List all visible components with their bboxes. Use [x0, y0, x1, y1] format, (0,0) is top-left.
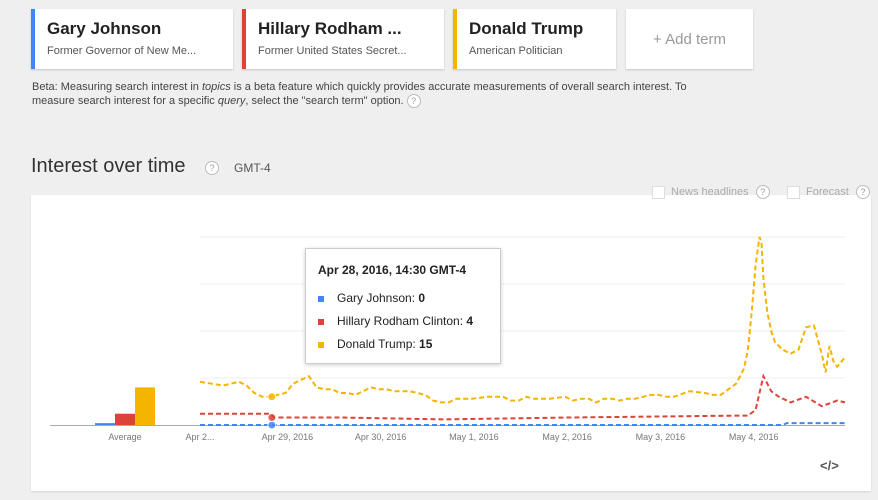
series-swatch	[318, 295, 324, 302]
term-color-bar	[242, 9, 246, 69]
news-headlines-toggle[interactable]: News headlines ?	[652, 185, 770, 199]
timezone-label: GMT-4	[234, 161, 271, 175]
help-icon[interactable]: ?	[855, 185, 870, 199]
beta-text-1: Beta: Measuring search interest in	[32, 81, 202, 93]
beta-text-2: is a beta feature which quickly provides…	[32, 81, 687, 107]
chart-tooltip: Apr 28, 2016, 14:30 GMT-4 Gary Johnson: …	[305, 248, 501, 364]
news-headlines-label: News headlines	[671, 185, 749, 198]
tooltip-series-value: 0	[418, 291, 426, 305]
term-card-donald-trump[interactable]: Donald Trump American Politician	[453, 9, 616, 69]
term-title: Donald Trump	[469, 19, 584, 38]
tooltip-row: Donald Trump: 15	[318, 337, 432, 351]
series-swatch	[318, 341, 324, 348]
tooltip-series-name: Gary Johnson	[337, 291, 412, 305]
tooltip-row: Gary Johnson: 0	[318, 291, 425, 305]
add-term-button[interactable]: + Add term	[626, 9, 753, 69]
beta-em-query: query	[217, 95, 246, 107]
term-title: Gary Johnson	[47, 19, 162, 38]
term-color-bar	[453, 9, 457, 69]
term-card-gary-johnson[interactable]: Gary Johnson Former Governor of New Me..…	[31, 9, 233, 69]
tooltip-series-name: Hillary Rodham Clinton	[337, 314, 460, 328]
term-subtitle: Former United States Secret...	[258, 45, 407, 57]
tooltip-row: Hillary Rodham Clinton: 4	[318, 314, 473, 328]
term-card-hillary-clinton[interactable]: Hillary Rodham ... Former United States …	[242, 9, 444, 69]
term-subtitle: Former Governor of New Me...	[47, 45, 197, 57]
checkbox-icon[interactable]	[652, 185, 665, 199]
embed-code-button[interactable]: </>	[820, 458, 839, 473]
help-icon[interactable]: ?	[406, 94, 421, 109]
section-title: Interest over time	[31, 155, 186, 177]
beta-note: Beta: Measuring search interest in topic…	[32, 80, 712, 109]
term-title: Hillary Rodham ...	[258, 19, 402, 38]
term-subtitle: American Politician	[469, 45, 563, 57]
term-color-bar	[31, 9, 35, 69]
forecast-label: Forecast	[806, 185, 849, 198]
help-icon[interactable]: ?	[205, 161, 219, 175]
help-icon[interactable]: ?	[755, 185, 770, 199]
tooltip-series-value: 15	[419, 337, 433, 351]
beta-em-topics: topics	[201, 81, 231, 93]
tooltip-series-value: 4	[466, 314, 474, 328]
forecast-toggle[interactable]: Forecast ?	[787, 185, 870, 199]
beta-text-3: , select the "search term" option.	[245, 95, 404, 107]
tooltip-series-name: Donald Trump	[337, 337, 413, 351]
series-swatch	[318, 318, 324, 325]
checkbox-icon[interactable]	[787, 185, 800, 199]
tooltip-title: Apr 28, 2016, 14:30 GMT-4	[318, 263, 467, 277]
